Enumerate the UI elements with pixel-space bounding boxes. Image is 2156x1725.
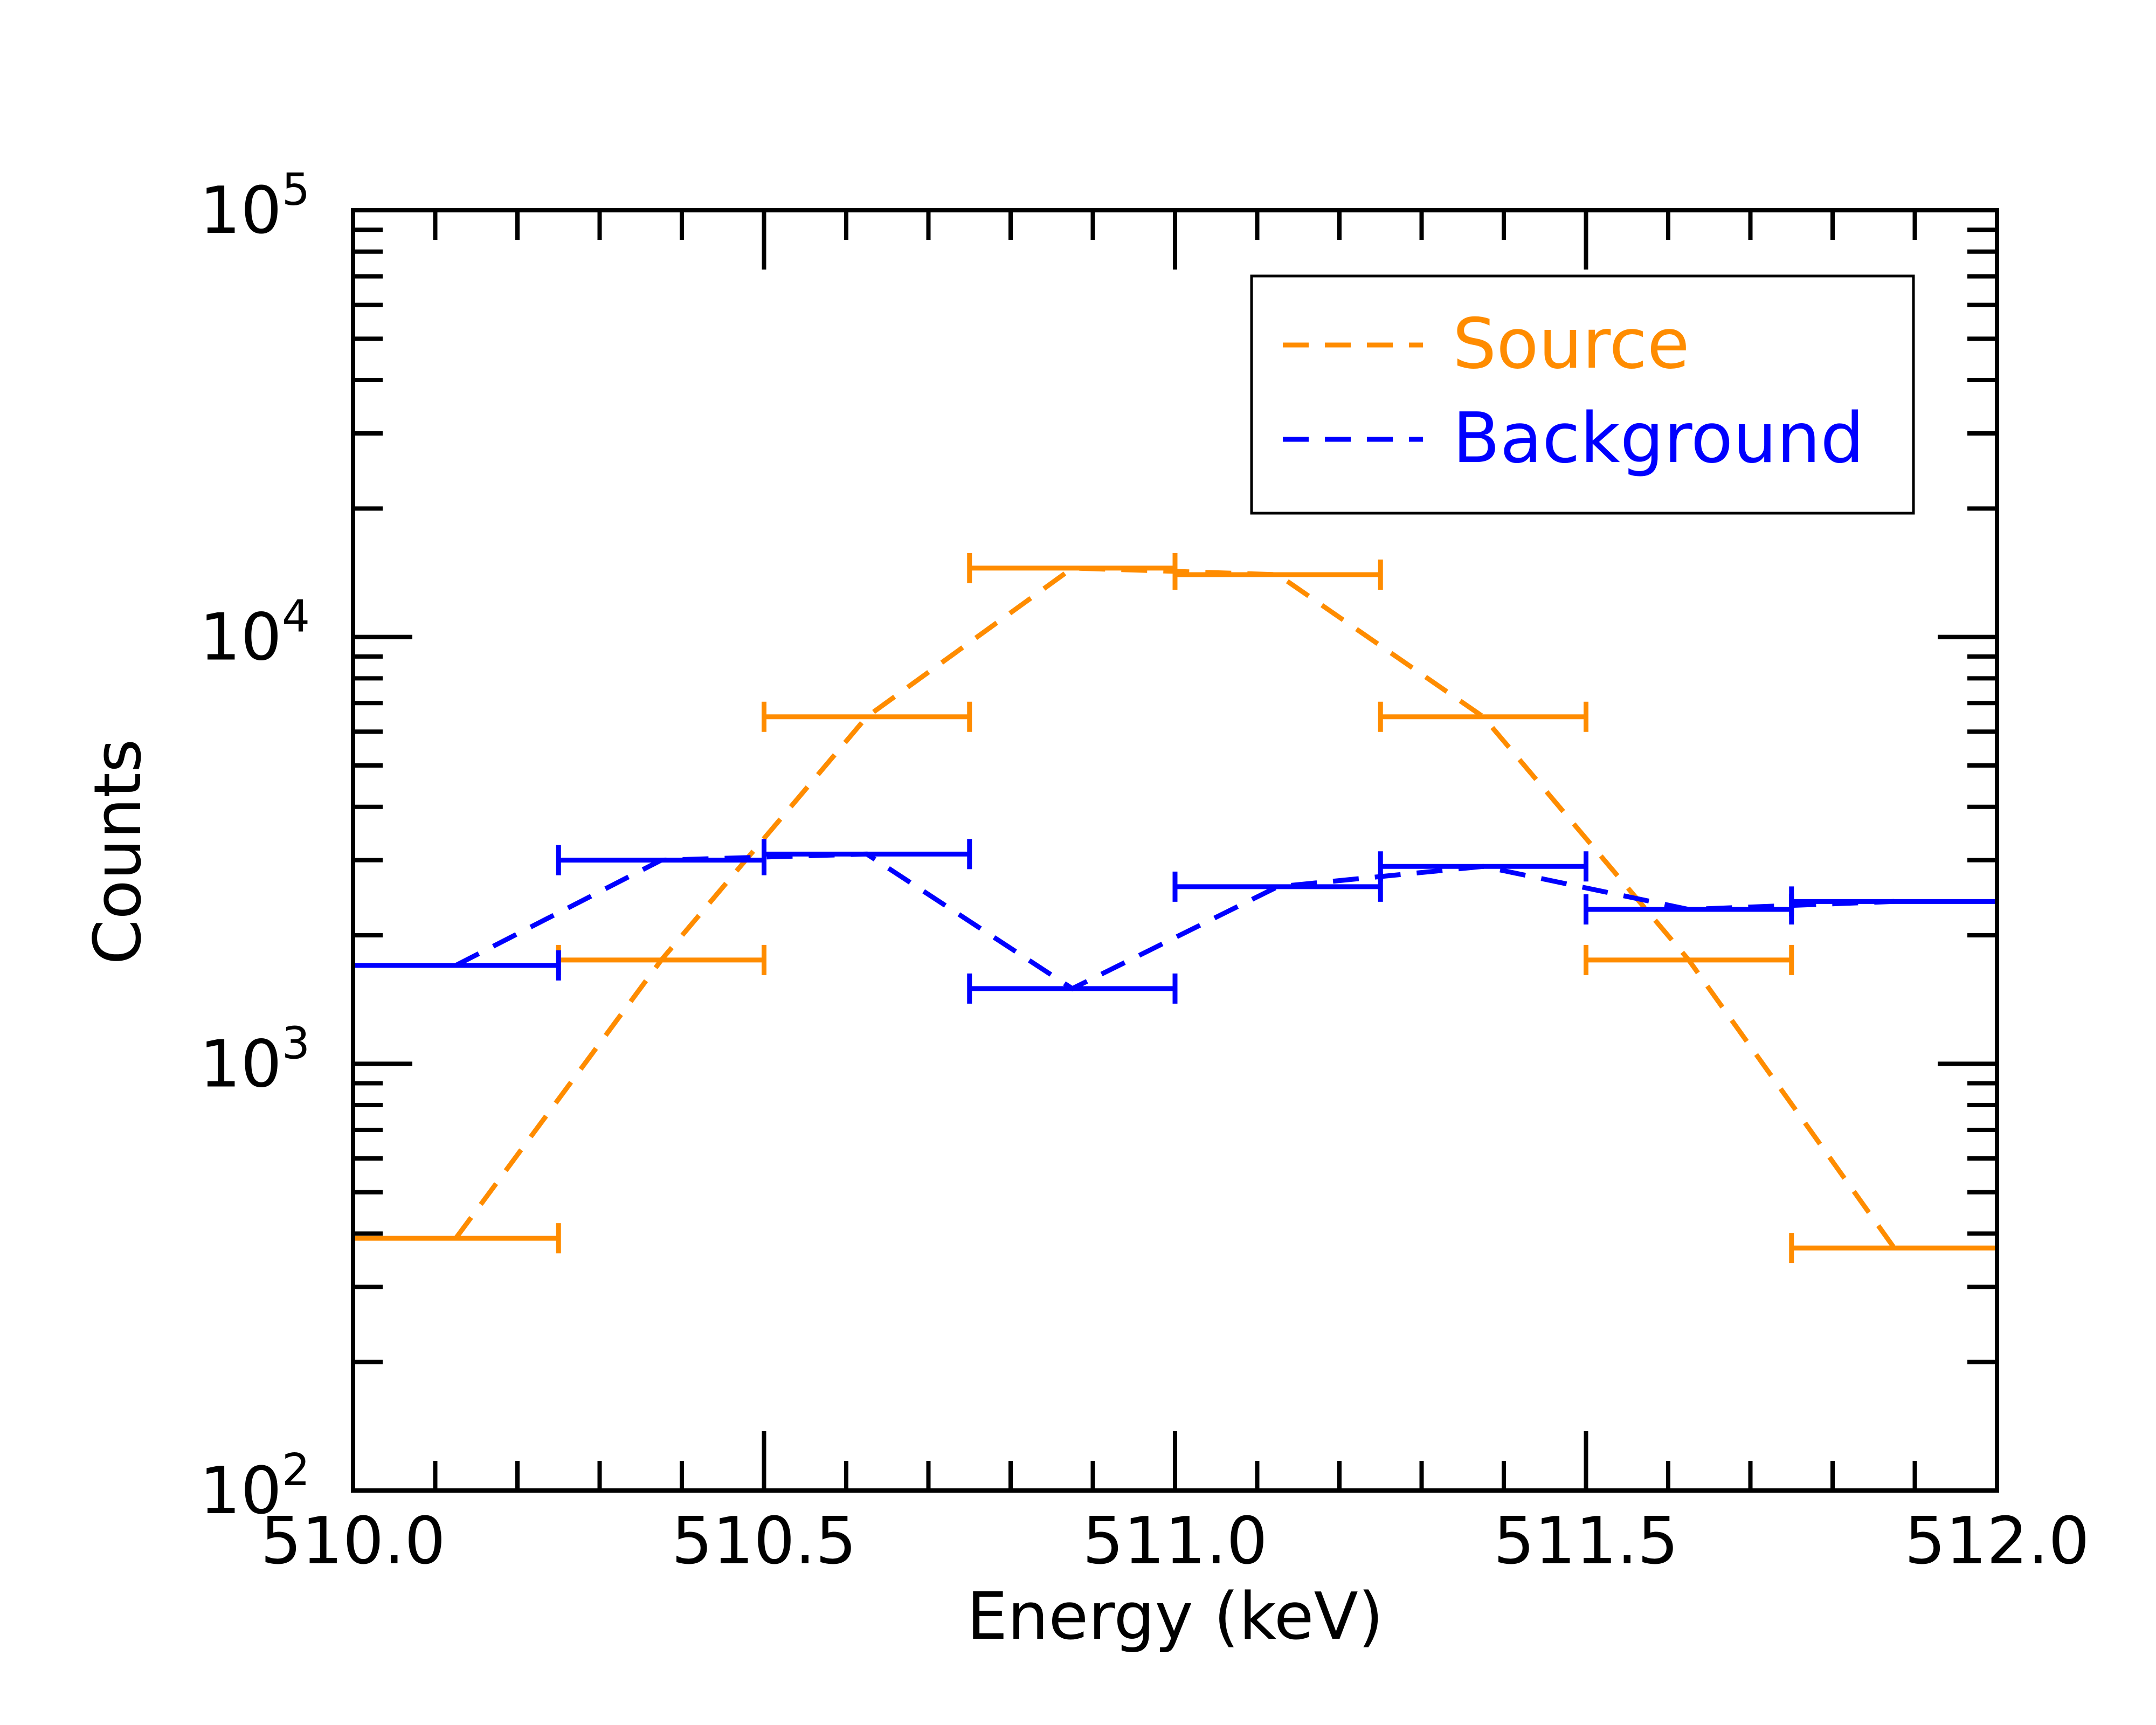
x-tick-label: 510.0 xyxy=(260,1504,446,1579)
x-tick-label: 511.5 xyxy=(1494,1504,1679,1579)
y-tick-label: 102 xyxy=(199,1445,310,1529)
y-tick-base: 10 xyxy=(199,1027,282,1102)
y-tick-exponent: 5 xyxy=(282,164,310,216)
legend-label-background: Background xyxy=(1453,398,1864,479)
series-background xyxy=(353,839,1997,1004)
x-tick-labels: 510.0 510.5 511.0 511.5 512.0 xyxy=(260,1504,2090,1579)
y-tick-label: 105 xyxy=(199,164,310,249)
y-tick-base: 10 xyxy=(199,174,282,249)
x-axis-label: Energy (keV) xyxy=(966,1579,1383,1654)
x-tick-label: 512.0 xyxy=(1904,1504,2090,1579)
legend-items: Source Background xyxy=(1283,304,1864,479)
y-tick-exponent: 4 xyxy=(282,591,310,643)
y-tick-exponent: 3 xyxy=(282,1018,310,1069)
y-tick-base: 10 xyxy=(199,601,282,675)
plot-frame xyxy=(351,208,1999,1493)
y-tick-label: 103 xyxy=(199,1018,310,1102)
legend: Source Background xyxy=(1250,274,1915,515)
y-axis-label: Counts xyxy=(81,739,156,965)
y-tick-label: 104 xyxy=(199,591,310,675)
series-source xyxy=(353,553,1997,1264)
y-tick-base: 10 xyxy=(199,1454,282,1529)
data-series xyxy=(353,553,1997,1264)
x-tick-label: 511.0 xyxy=(1082,1504,1268,1579)
legend-label-source: Source xyxy=(1453,304,1690,384)
legend-frame xyxy=(1250,274,1915,515)
y-tick-exponent: 2 xyxy=(282,1445,310,1496)
x-tick-label: 510.5 xyxy=(672,1504,857,1579)
